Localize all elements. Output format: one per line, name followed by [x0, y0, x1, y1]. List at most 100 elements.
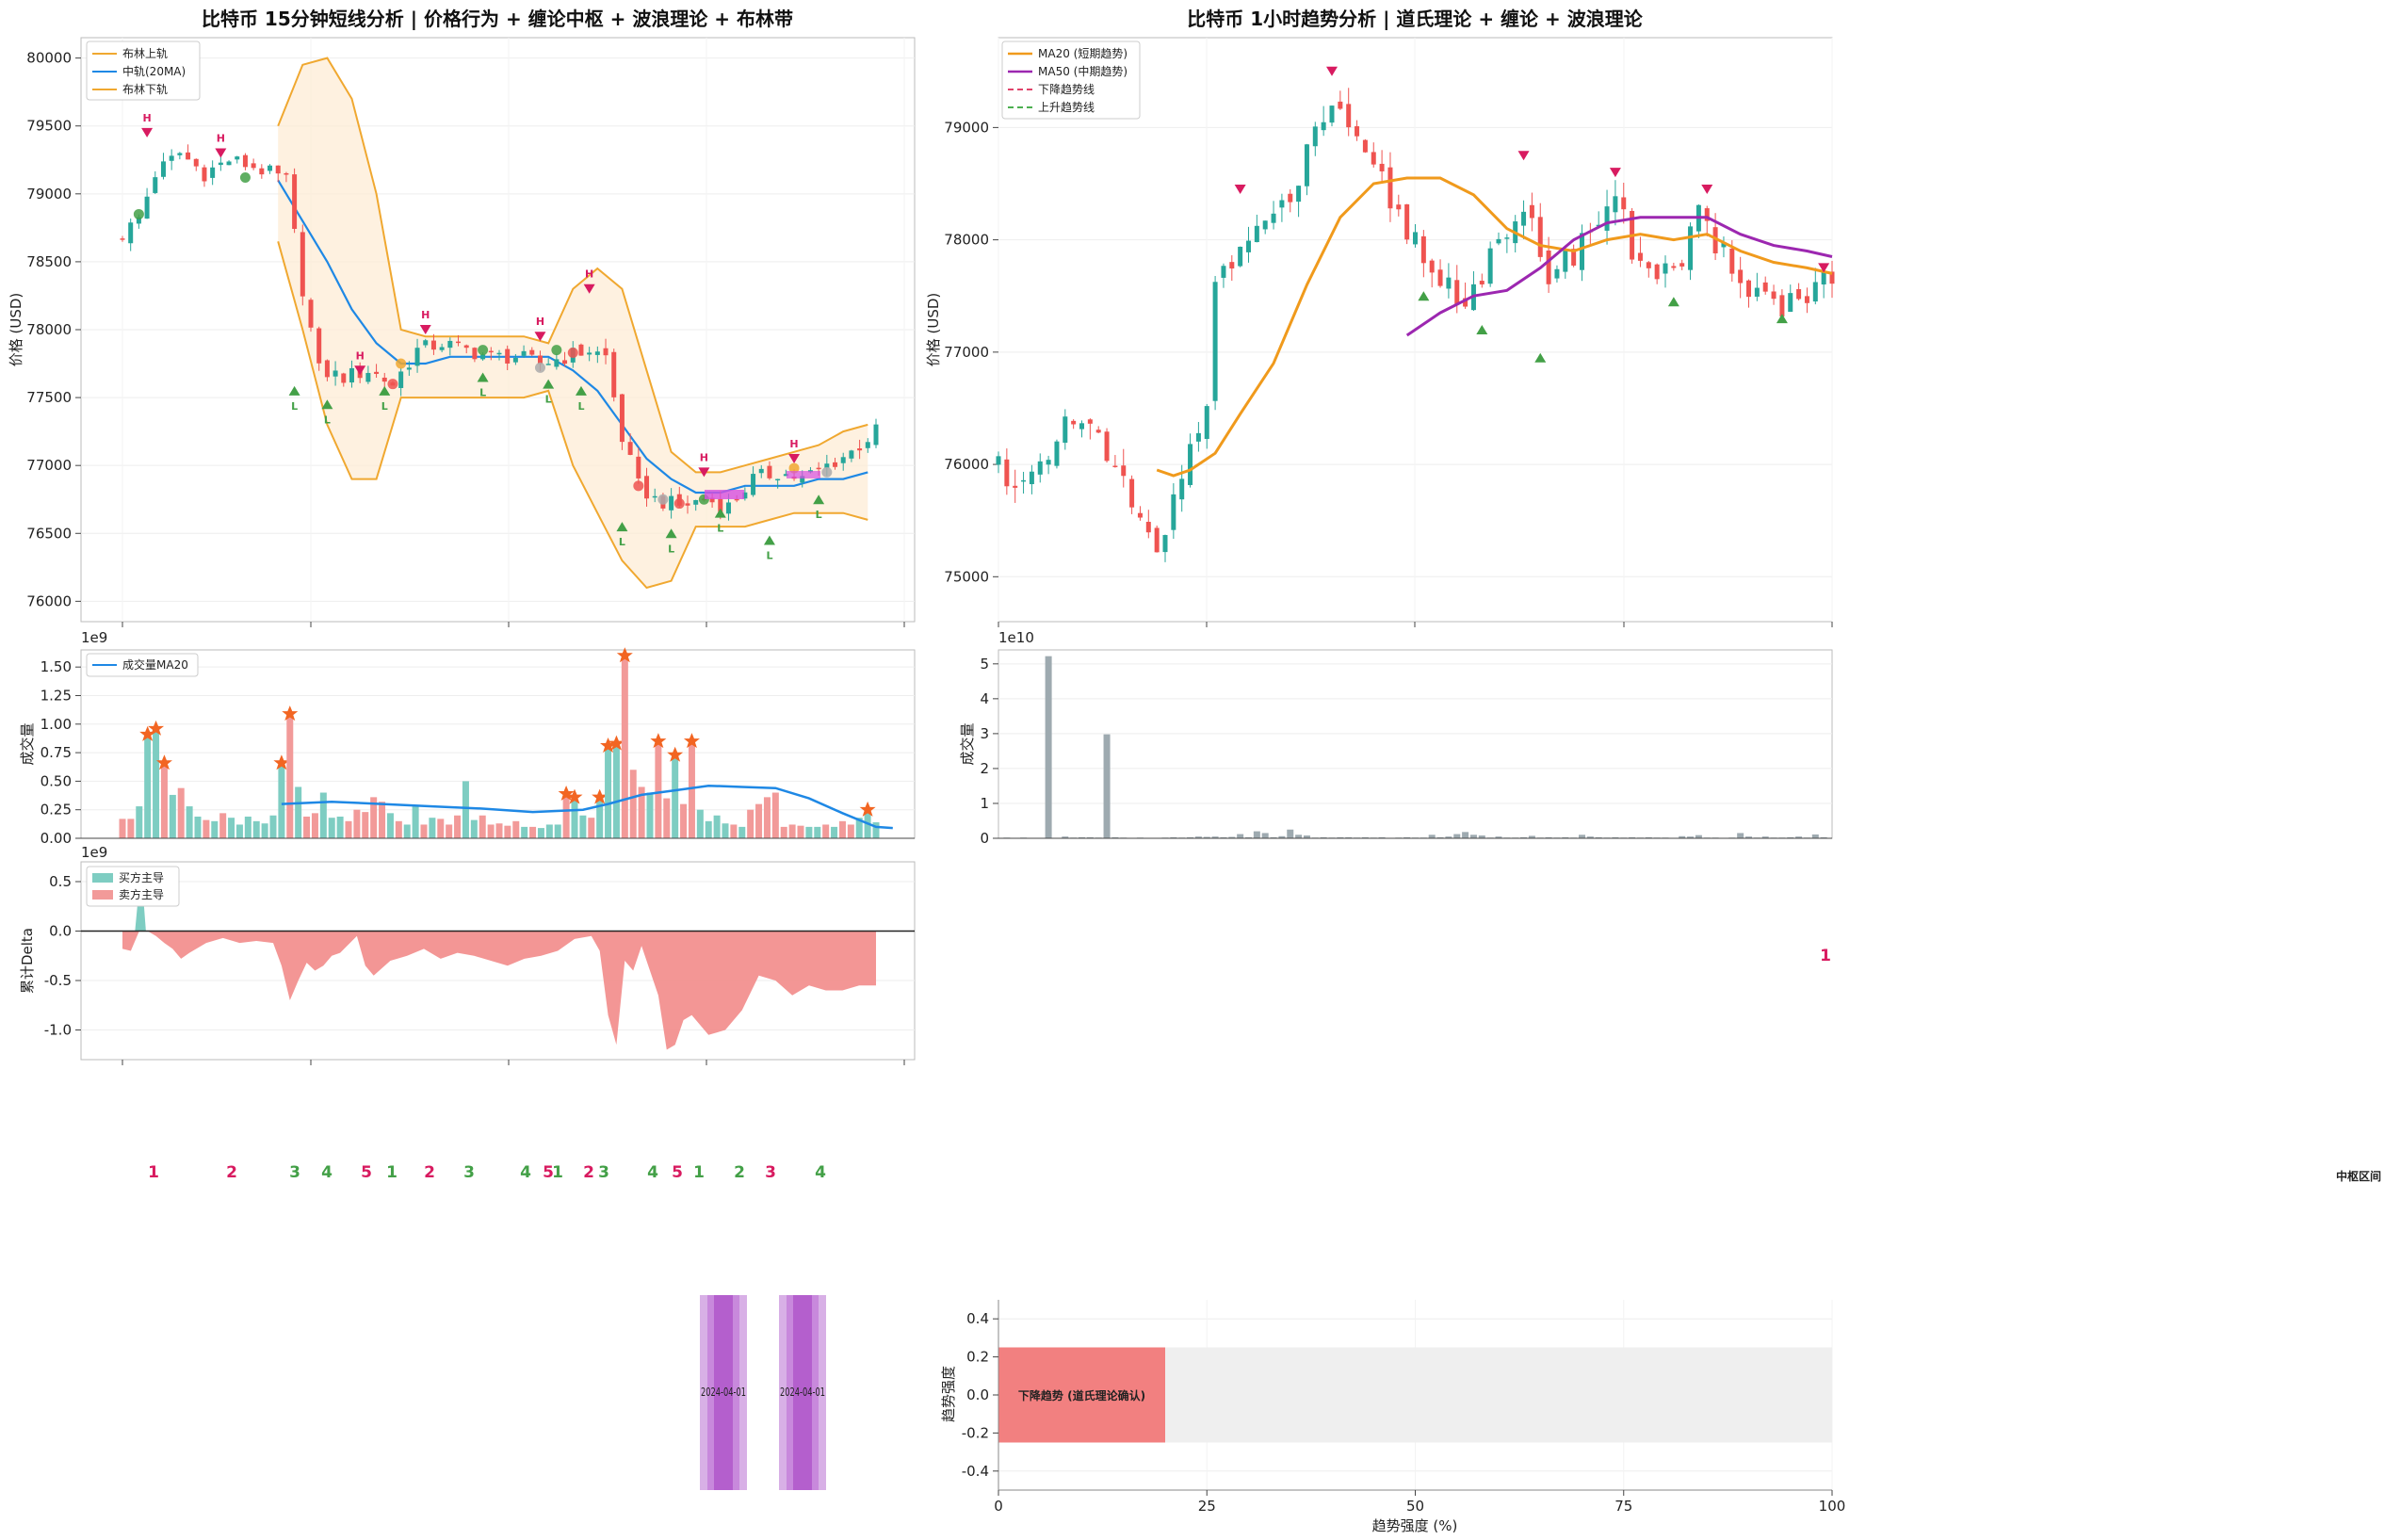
candle-body — [275, 165, 281, 174]
volume-bar — [672, 755, 679, 838]
trend-strength-bar — [998, 1347, 1165, 1443]
r-volume-bar — [1586, 836, 1594, 838]
volume-bar — [303, 816, 311, 838]
r-volume-bar — [1645, 836, 1652, 838]
r-volume-bar — [1228, 836, 1236, 838]
r-candle-body — [1779, 295, 1785, 317]
left-price-legend-box — [86, 41, 201, 101]
volume-bar — [504, 825, 511, 838]
r-volume-bar — [1679, 835, 1686, 838]
r-volume-bar — [1795, 836, 1803, 838]
r-candle-body — [1746, 280, 1751, 298]
r-volume-bar — [1270, 836, 1277, 838]
volume-bar — [713, 815, 721, 838]
candle-body — [627, 442, 633, 455]
high-marker-label: H — [789, 438, 798, 450]
r-candle-body — [1679, 263, 1685, 267]
r-volume-bar — [1303, 835, 1310, 838]
volume-bar — [755, 803, 763, 838]
candle-body — [611, 351, 617, 397]
candle-body — [578, 344, 584, 356]
low-marker-triangle — [477, 372, 489, 382]
volume-bar — [788, 824, 796, 838]
volume-bar — [855, 818, 863, 838]
r-volume-bar — [1045, 656, 1052, 838]
candle-body — [742, 492, 748, 499]
volume-bar — [353, 809, 361, 838]
candle-body — [202, 167, 207, 182]
r-candle-body — [1346, 104, 1352, 128]
r-high-marker — [1818, 263, 1830, 273]
high-marker-triangle — [215, 148, 227, 158]
high-marker-triangle — [354, 365, 366, 376]
price-ytick-label: 77000 — [26, 457, 72, 474]
left-volume-ylabel: 成交量 — [19, 722, 36, 765]
r-candle-body — [1046, 460, 1051, 465]
volume-bar — [269, 815, 277, 838]
left-volume-legend: 成交量MA20 — [86, 653, 199, 677]
trend-xlabel: 趋势强度 (%) — [1372, 1517, 1458, 1534]
low-marker-label: L — [381, 400, 388, 413]
low-marker-label: L — [619, 536, 625, 548]
pivot-dot — [633, 480, 644, 492]
candle-body — [562, 360, 568, 365]
low-marker-label: L — [668, 543, 674, 555]
trend-yticks: 0.4 0.2 0.0 -0.2 -0.4 — [962, 1310, 998, 1480]
r-volume-bar — [1278, 835, 1286, 838]
right-wave-label: 1 — [1820, 947, 1831, 965]
r-candle-body — [1304, 144, 1309, 186]
delta-ytick-label: -0.5 — [44, 972, 72, 989]
pivot-dot — [567, 348, 578, 359]
price-ytick-label: 80000 — [26, 50, 72, 67]
r-volume-bar — [1612, 836, 1619, 838]
volume-bar — [688, 742, 695, 838]
r-low-marker — [1534, 352, 1547, 363]
volume-bar — [136, 806, 143, 838]
volume-bar — [311, 813, 318, 838]
candle-body — [308, 300, 314, 328]
r-volume-bar — [1478, 835, 1485, 838]
r-candle-body — [1004, 459, 1010, 487]
legend-ma50: MA50 (中期趋势) — [1038, 64, 1128, 78]
volume-bar — [680, 803, 688, 838]
price-ytick-label: 76000 — [26, 592, 72, 609]
r-candle-body — [1296, 186, 1302, 203]
candle-body — [447, 340, 453, 349]
r-candle-body — [1121, 465, 1127, 477]
volume-bar — [847, 824, 854, 838]
candle-body — [816, 467, 821, 470]
volume-bar — [395, 820, 402, 838]
r-candle-body — [1829, 271, 1835, 284]
r-low-marker — [1667, 297, 1679, 307]
candle-body — [545, 364, 551, 365]
trend-xtick-label: 50 — [1406, 1498, 1424, 1515]
candle-body — [587, 352, 592, 355]
candle-body — [374, 371, 380, 374]
volume-bar — [252, 820, 260, 838]
r-candle-body — [1613, 196, 1618, 213]
r-volume-bar — [1287, 829, 1294, 838]
candle-body — [840, 457, 846, 463]
volume-bar — [571, 798, 578, 838]
volume-bar — [219, 813, 227, 838]
r-volume-bar — [1378, 836, 1386, 838]
volume-bar — [512, 820, 520, 838]
candle-body — [833, 462, 838, 467]
volume-bar — [194, 816, 202, 838]
r-low-marker — [1776, 314, 1788, 324]
trend-ytick-label: 0.0 — [966, 1386, 989, 1403]
high-marker-triangle — [419, 325, 431, 334]
volume-bar — [295, 786, 302, 838]
r-volume-bar — [1103, 734, 1111, 838]
r-candle-body — [1204, 406, 1209, 439]
wave-label: 4 — [321, 1163, 333, 1182]
r-volume-ytick-label: 4 — [980, 690, 989, 707]
left-delta-ylabel: 累计Delta — [19, 928, 36, 994]
r-candle-body — [1221, 266, 1226, 278]
r-volume-bar — [1295, 835, 1303, 838]
ma20-line — [1156, 176, 1833, 478]
ma50-line — [1405, 216, 1833, 337]
r-candle-body — [996, 456, 1001, 465]
r-candle-body — [1013, 485, 1018, 488]
